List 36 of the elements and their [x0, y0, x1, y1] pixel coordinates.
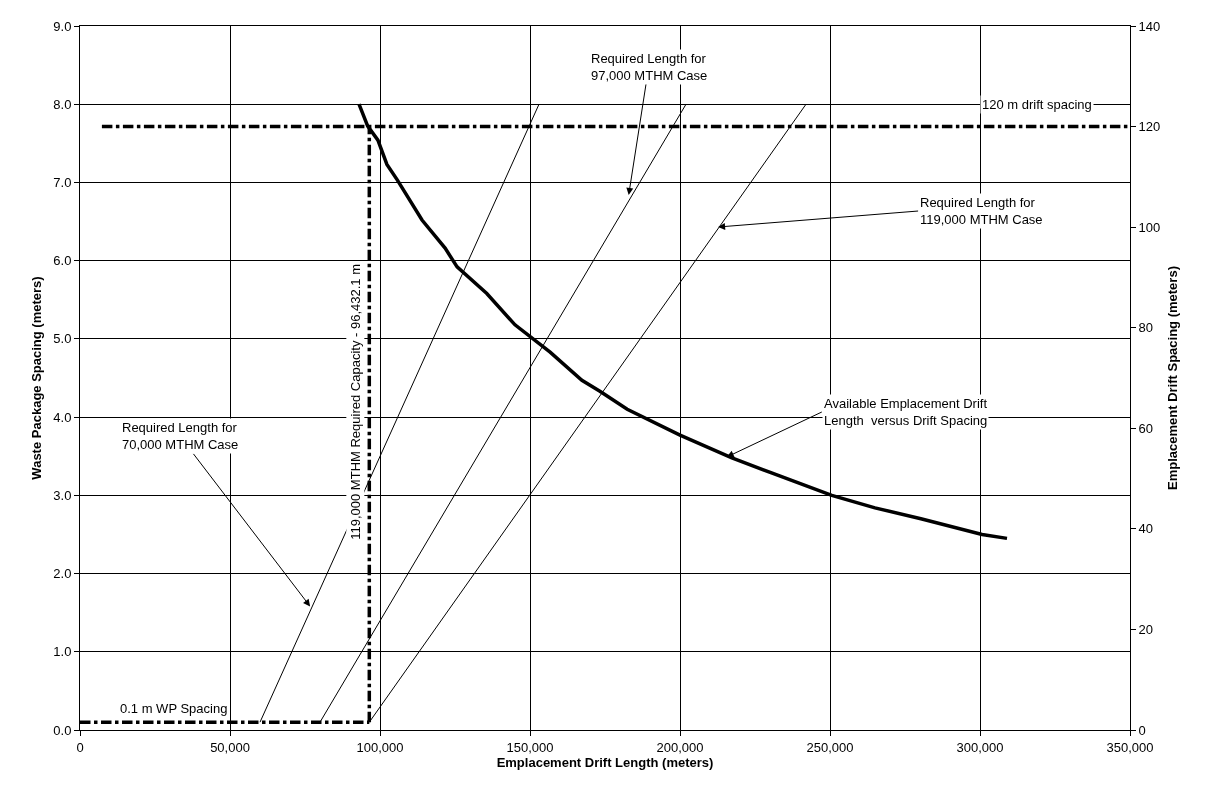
- y2-tick-label: 0: [1138, 722, 1146, 738]
- x-tick-label: 250,000: [806, 739, 854, 755]
- y-tick-label: 1.0: [53, 644, 72, 660]
- annotation: Available Emplacement Drift Length versus Drift Spacing: [824, 396, 988, 428]
- y2-tick-label: 140: [1138, 18, 1161, 34]
- y-tick-label: 9.0: [53, 18, 72, 34]
- y2-tick-label: 100: [1138, 219, 1161, 235]
- y2-tick-label: 120: [1138, 119, 1161, 135]
- y-tick-label: 4.0: [53, 409, 72, 425]
- y-tick-label: 7.0: [53, 174, 72, 190]
- y2-tick-label: 60: [1138, 420, 1154, 436]
- y-axis-title: Waste Package Spacing (meters): [29, 276, 45, 480]
- y-tick-label: 3.0: [53, 487, 72, 503]
- annotation: Required Length for 119,000 MTHM Case: [920, 195, 1043, 227]
- y-tick-label: 2.0: [53, 566, 72, 582]
- annotation: Required Length for 97,000 MTHM Case: [591, 51, 708, 83]
- y-tick-label: 8.0: [53, 96, 72, 112]
- y-tick-label: 5.0: [53, 331, 72, 347]
- x-tick-label: 350,000: [1106, 739, 1154, 755]
- annotation: Required Length for 70,000 MTHM Case: [122, 420, 239, 452]
- x-tick-label: 50,000: [210, 739, 250, 755]
- annotation: 120 m drift spacing: [982, 97, 1092, 112]
- x-tick-label: 100,000: [356, 739, 404, 755]
- annotation: 119,000 MTHM Required Capacity - 96,432.1 m: [347, 263, 363, 540]
- x-tick-label: 200,000: [656, 739, 704, 755]
- y-tick-label: 0.0: [53, 722, 72, 738]
- x-tick-label: 300,000: [956, 739, 1004, 755]
- x-tick-label: 150,000: [506, 739, 554, 755]
- x-tick-label: 0: [76, 739, 84, 755]
- y2-axis-title: Emplacement Drift Spacing (meters): [1164, 266, 1180, 490]
- y2-tick-label: 80: [1138, 320, 1154, 336]
- y2-tick-label: 40: [1138, 521, 1154, 537]
- x-axis-title: Emplacement Drift Length (meters): [496, 755, 714, 771]
- y2-tick-label: 20: [1138, 621, 1154, 637]
- annotation: 0.1 m WP Spacing: [120, 701, 228, 716]
- y-tick-label: 6.0: [53, 253, 72, 269]
